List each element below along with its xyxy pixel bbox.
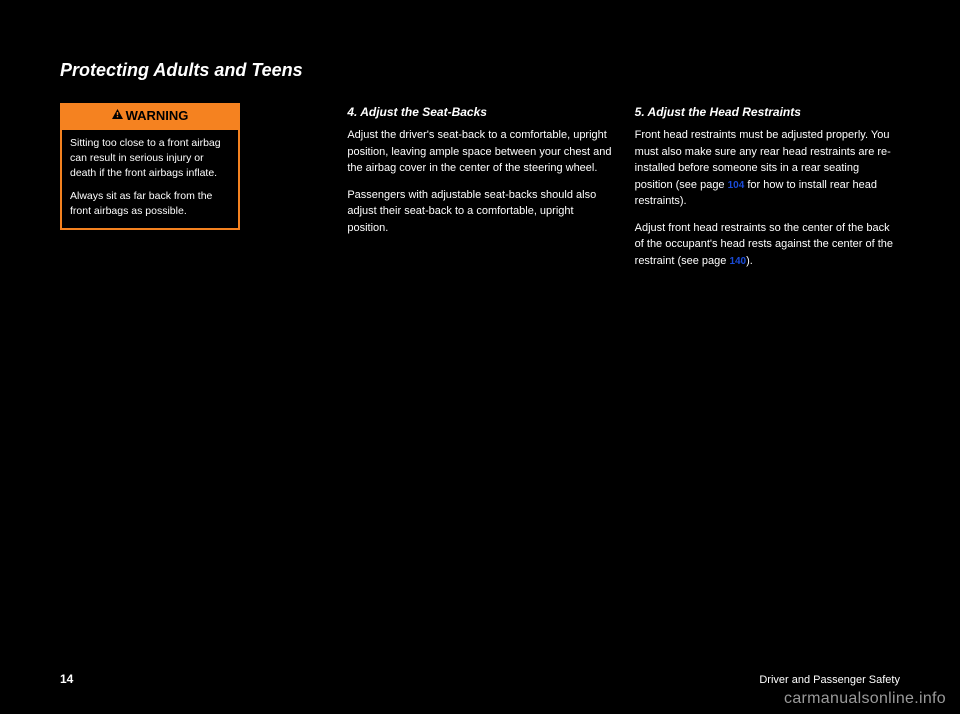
col2-para-2: Passengers with adjustable seat-backs sh… [347, 187, 612, 237]
page-title: Protecting Adults and Teens [60, 60, 900, 81]
footer-section-label: Driver and Passenger Safety [759, 674, 900, 686]
warning-header: WARNING [62, 105, 238, 130]
page-ref-104[interactable]: 104 [728, 180, 745, 191]
section-heading-headrestraints: 5. Adjust the Head Restraints [635, 103, 900, 121]
warning-text-2: Always sit as far back from the front ai… [70, 189, 230, 219]
content-columns: WARNING Sitting too close to a front air… [60, 103, 900, 279]
col3-para-1: Front head restraints must be adjusted p… [635, 127, 900, 210]
section-heading-seatbacks: 4. Adjust the Seat-Backs [347, 103, 612, 121]
warning-box: WARNING Sitting too close to a front air… [60, 103, 240, 230]
col3-p2-b: ). [746, 255, 753, 267]
column-3: 5. Adjust the Head Restraints Front head… [635, 103, 900, 279]
page-number: 14 [60, 672, 73, 686]
manual-page: Protecting Adults and Teens WARNING Si [60, 60, 900, 654]
warning-body: Sitting too close to a front airbag can … [62, 130, 238, 228]
page-footer: 14 Driver and Passenger Safety [60, 672, 900, 686]
alert-icon [112, 109, 123, 122]
watermark: carmanualsonline.info [784, 690, 946, 708]
col2-para-1: Adjust the driver's seat-back to a comfo… [347, 127, 612, 177]
warning-label: WARNING [126, 106, 189, 126]
column-1: WARNING Sitting too close to a front air… [60, 103, 325, 279]
column-2: 4. Adjust the Seat-Backs Adjust the driv… [347, 103, 612, 279]
col3-para-2: Adjust front head restraints so the cent… [635, 220, 900, 270]
page-ref-140[interactable]: 140 [729, 256, 746, 267]
col3-p2-a: Adjust front head restraints so the cent… [635, 222, 893, 267]
warning-text-1: Sitting too close to a front airbag can … [70, 136, 230, 182]
